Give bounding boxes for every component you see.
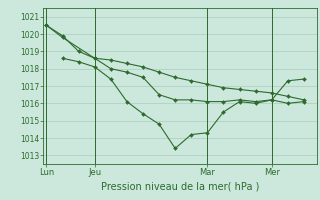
X-axis label: Pression niveau de la mer( hPa ): Pression niveau de la mer( hPa ) bbox=[101, 181, 259, 191]
